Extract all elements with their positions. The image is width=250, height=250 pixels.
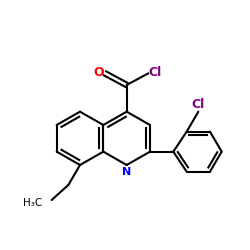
Text: O: O [94,66,104,79]
Text: N: N [122,167,131,177]
Text: H₃C: H₃C [24,198,43,208]
Text: Cl: Cl [192,98,205,111]
Text: Cl: Cl [149,66,162,79]
